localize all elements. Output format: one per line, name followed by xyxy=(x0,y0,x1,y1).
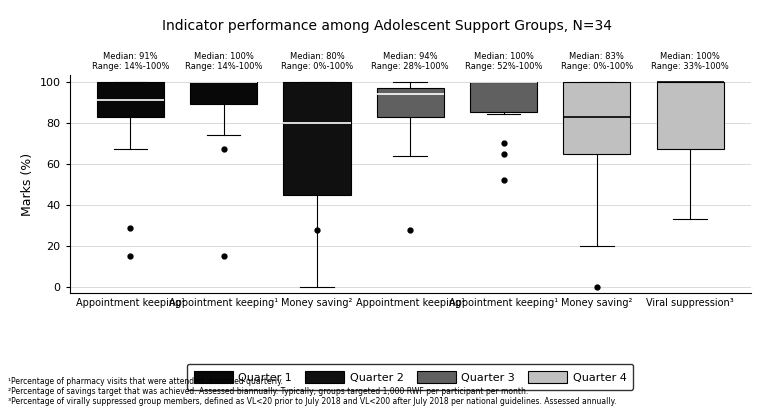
PathPatch shape xyxy=(656,82,724,150)
Text: Indicator performance among Adolescent Support Groups, N=34: Indicator performance among Adolescent S… xyxy=(162,19,612,33)
PathPatch shape xyxy=(377,88,444,116)
PathPatch shape xyxy=(563,82,630,153)
Text: Median: 100%
Range: 14%-100%: Median: 100% Range: 14%-100% xyxy=(185,52,262,71)
PathPatch shape xyxy=(190,82,257,104)
Text: Median: 94%
Range: 28%-100%: Median: 94% Range: 28%-100% xyxy=(372,52,449,71)
Legend: Quarter 1, Quarter 2, Quarter 3, Quarter 4: Quarter 1, Quarter 2, Quarter 3, Quarter… xyxy=(187,364,633,390)
Text: Median: 83%
Range: 0%-100%: Median: 83% Range: 0%-100% xyxy=(560,52,633,71)
PathPatch shape xyxy=(283,82,351,195)
PathPatch shape xyxy=(470,82,537,112)
PathPatch shape xyxy=(97,82,164,116)
Text: Median: 100%
Range: 33%-100%: Median: 100% Range: 33%-100% xyxy=(651,52,729,71)
Text: ¹Percentage of pharmacy visits that were attended. Assessed quarterly.
²Percenta: ¹Percentage of pharmacy visits that were… xyxy=(8,377,616,406)
Y-axis label: Marks (%): Marks (%) xyxy=(21,153,34,216)
Text: Median: 100%
Range: 52%-100%: Median: 100% Range: 52%-100% xyxy=(464,52,543,71)
Text: Median: 80%
Range: 0%-100%: Median: 80% Range: 0%-100% xyxy=(281,52,353,71)
Text: Median: 91%
Range: 14%-100%: Median: 91% Range: 14%-100% xyxy=(91,52,169,71)
